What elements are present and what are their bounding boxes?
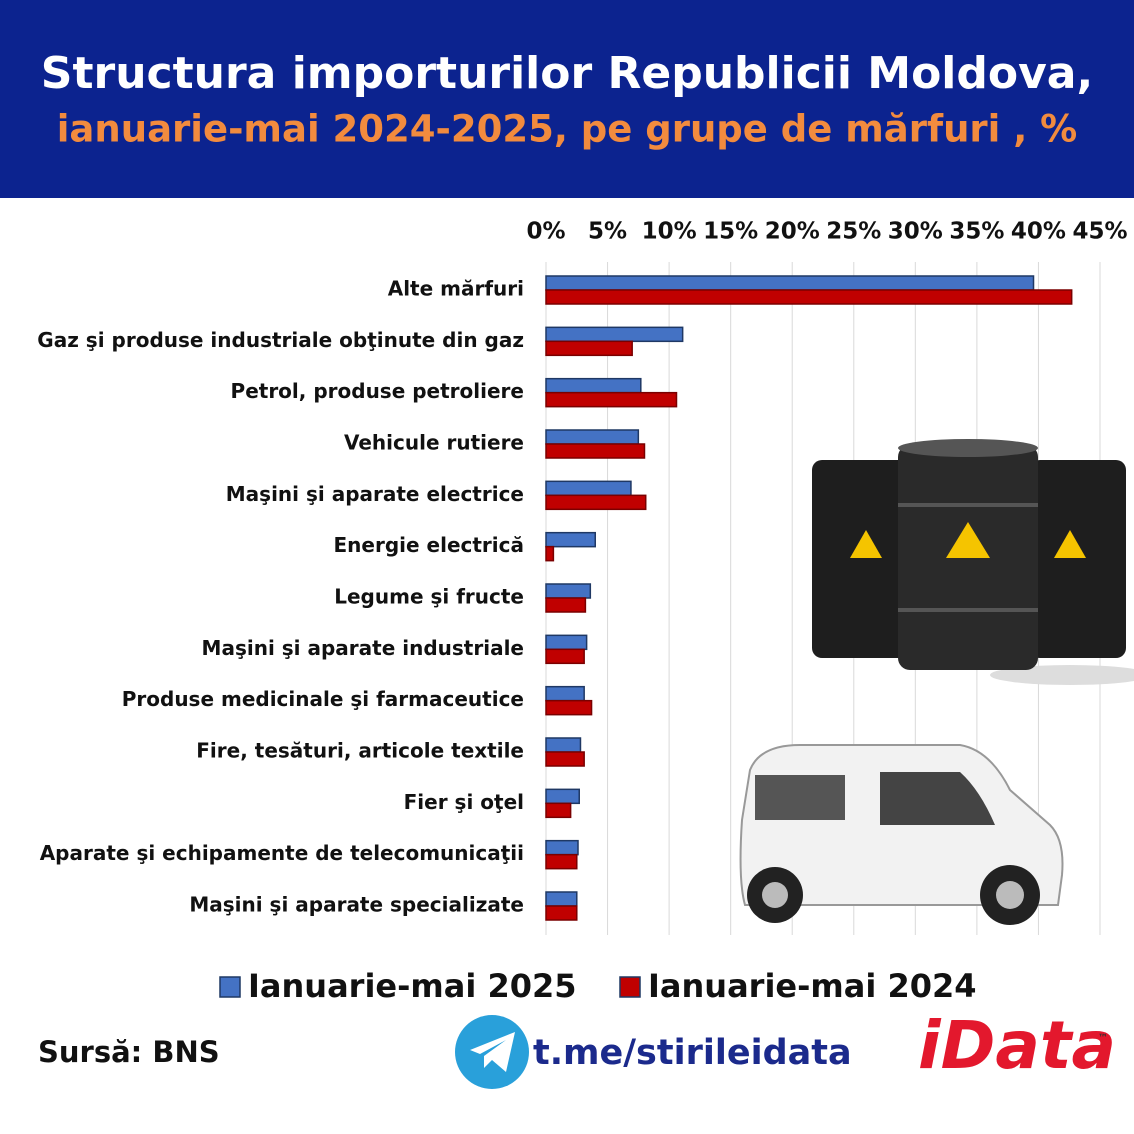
bar — [545, 597, 587, 613]
brand-mark: ™ — [1098, 1033, 1108, 1044]
bar — [545, 839, 579, 856]
chart-subtitle: ianuarie-mai 2024-2025, pe grupe de mărf… — [57, 108, 1078, 151]
bar — [545, 891, 578, 907]
x-tick-label: 25% — [826, 219, 881, 245]
plot: 0% 5% 10% 15% 20% 25% 30% 35% 40% 45% Alte mărfuri… — [37, 219, 1127, 1006]
source: Sursă: BNS — [38, 1035, 220, 1069]
y-tick-label: Petrol, produse petroliere — [231, 379, 524, 403]
y-tick-label: Vehicule rutiere — [344, 431, 524, 455]
bar — [545, 391, 678, 408]
y-tick-label: Fire, tesături, articole textile — [196, 739, 524, 763]
y-tick-label: Fier şi oţel — [404, 790, 524, 814]
y-tick-label: Maşini şi aparate specializate — [189, 893, 524, 917]
header — [0, 0, 1134, 198]
bar — [545, 905, 578, 921]
y-tick-label: Legume şi fructe — [334, 585, 524, 609]
legend-label: Ianuarie-mai 2025 — [248, 967, 577, 1005]
telegram-icon[interactable] — [455, 1015, 529, 1089]
legend-swatch — [619, 976, 641, 998]
bar — [545, 648, 585, 665]
x-tick-label: 40% — [1011, 219, 1066, 245]
bar — [545, 583, 592, 599]
x-tick-label: 15% — [703, 219, 758, 245]
bar — [545, 377, 642, 394]
legend-label: Ianuarie-mai 2024 — [648, 967, 977, 1005]
y-tick-label: Energie electrică — [334, 533, 525, 557]
bar — [545, 634, 588, 651]
oil-barrels — [812, 439, 1134, 685]
x-tick-label: 10% — [642, 219, 697, 245]
x-tick-label: 0% — [526, 219, 565, 245]
x-tick-label: 20% — [765, 219, 820, 245]
bar — [545, 340, 633, 357]
x-tick-label: 30% — [888, 219, 943, 245]
bar — [545, 802, 572, 819]
bar — [545, 853, 578, 870]
y-tick-label: Maşini şi aparate electrice — [226, 482, 524, 506]
bar — [545, 699, 593, 716]
bar — [545, 275, 1035, 291]
bar — [545, 429, 640, 445]
brand-logo: iData — [918, 1007, 1116, 1084]
bar — [545, 788, 580, 805]
bar — [545, 480, 632, 497]
y-tick-label: Aparate şi echipamente de telecomunicaţi… — [40, 841, 524, 865]
link[interactable]: t.me/stirileidata — [533, 1033, 852, 1073]
bar — [545, 494, 647, 511]
x-tick-label: 45% — [1072, 219, 1127, 245]
bar — [545, 545, 555, 562]
bar — [545, 289, 1073, 305]
x-tick-label: 5% — [588, 219, 627, 245]
y-tick-label: Produse medicinale şi farmaceutice — [122, 687, 524, 711]
bar — [545, 326, 684, 343]
bar — [545, 737, 582, 753]
chart-title: Structura importurilor Republicii Moldov… — [41, 48, 1093, 99]
y-tick-label: Maşini şi aparate industriale — [202, 636, 524, 660]
bar — [545, 531, 596, 548]
y-tick-label: Alte mărfuri — [388, 277, 524, 301]
van — [739, 744, 1064, 925]
y-tick-label: Gaz şi produse industriale obţinute din … — [37, 328, 524, 352]
bar — [545, 751, 585, 767]
bar — [545, 443, 646, 459]
legend-swatch — [219, 976, 241, 998]
bar — [545, 685, 585, 702]
x-tick-label: 35% — [949, 219, 1004, 245]
